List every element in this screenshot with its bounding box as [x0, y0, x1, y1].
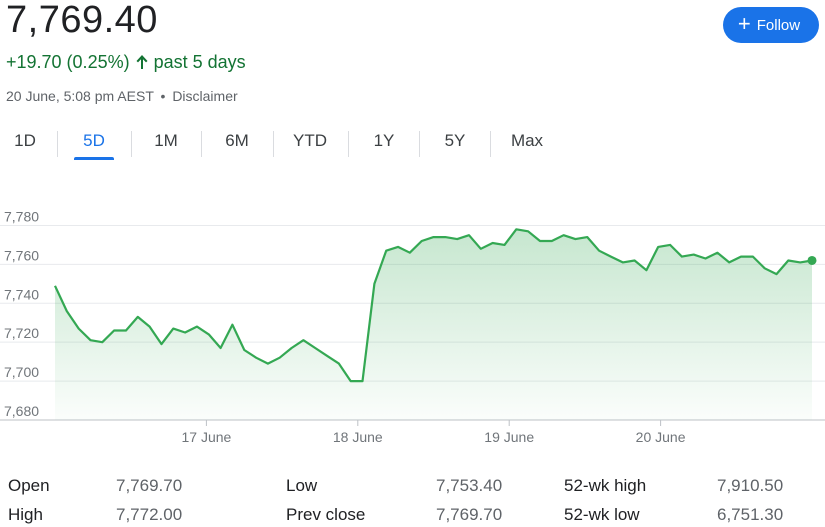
tab-5d[interactable]: 5D	[74, 126, 114, 162]
stat-prev-close-label: Prev close	[286, 505, 366, 524]
stat-52wk-low-label: 52-wk low	[564, 505, 640, 524]
tab-1y[interactable]: 1Y	[373, 131, 395, 150]
tab-1m[interactable]: 1M	[154, 131, 178, 150]
change-period: past 5 days	[153, 52, 246, 72]
x-tick-label: 18 June	[333, 429, 383, 445]
stat-low-value: 7,753.40	[436, 476, 503, 495]
price-value: 7,769.40	[6, 0, 158, 41]
tab-divider	[57, 131, 58, 157]
follow-button[interactable]: + Follow	[723, 7, 819, 43]
y-tick-label: 7,700	[4, 364, 39, 380]
tab-ytd[interactable]: YTD	[293, 131, 327, 150]
stat-52wk-low-value: 6,751.30	[717, 505, 784, 524]
price-chart[interactable]: 7,680 7,700 7,720 7,740 7,760 7,780 17 June 18 …	[0, 196, 825, 456]
tab-max[interactable]: Max	[510, 131, 544, 150]
meta-separator: •	[160, 88, 166, 104]
range-tabs: 1D 5D 1M 6M YTD 1Y 5Y Max	[0, 126, 552, 162]
tab-divider	[273, 131, 274, 157]
tab-divider	[490, 131, 491, 157]
price-chart-svg: 7,680 7,700 7,720 7,740 7,760 7,780 17 June 18 …	[0, 208, 825, 445]
y-tick-label: 7,760	[4, 247, 39, 263]
y-tick-label: 7,720	[4, 325, 39, 341]
x-tick-label: 17 June	[181, 429, 231, 445]
last-price-marker	[807, 255, 817, 265]
price-change: +19.70 (0.25%) past 5 days	[6, 51, 246, 73]
tab-1d[interactable]: 1D	[14, 131, 36, 150]
y-tick-label: 7,740	[4, 286, 39, 302]
x-tick-label: 19 June	[484, 429, 534, 445]
price-area	[55, 229, 812, 420]
arrow-up-icon	[136, 55, 148, 69]
tab-divider	[131, 131, 132, 157]
stat-prev-close-value: 7,769.70	[436, 505, 503, 524]
follow-label: Follow	[756, 16, 801, 34]
y-tick-label: 7,680	[4, 403, 39, 419]
disclaimer-link[interactable]: Disclaimer	[172, 88, 238, 104]
stat-open-value: 7,769.70	[116, 476, 183, 495]
stat-52wk-high-label: 52-wk high	[564, 476, 647, 495]
y-tick-label: 7,780	[4, 208, 39, 224]
quote-timestamp: 20 June, 5:08 pm AEST	[6, 88, 154, 104]
x-tick-label: 20 June	[636, 429, 686, 445]
tab-divider	[348, 131, 349, 157]
tab-5y[interactable]: 5Y	[444, 131, 466, 150]
quote-meta: 20 June, 5:08 pm AEST • Disclaimer	[6, 88, 238, 104]
tab-6m[interactable]: 6M	[225, 131, 249, 150]
change-amount: +19.70 (0.25%)	[6, 52, 130, 72]
stat-low-label: Low	[286, 476, 318, 495]
stat-high-label: High	[8, 505, 43, 524]
stat-open-label: Open	[8, 476, 50, 495]
tab-divider	[419, 131, 420, 157]
price-line	[54, 228, 813, 383]
stat-52wk-high-value: 7,910.50	[717, 476, 784, 495]
stat-high-value: 7,772.00	[116, 505, 183, 524]
tab-divider	[201, 131, 202, 157]
plus-icon: +	[737, 11, 751, 36]
